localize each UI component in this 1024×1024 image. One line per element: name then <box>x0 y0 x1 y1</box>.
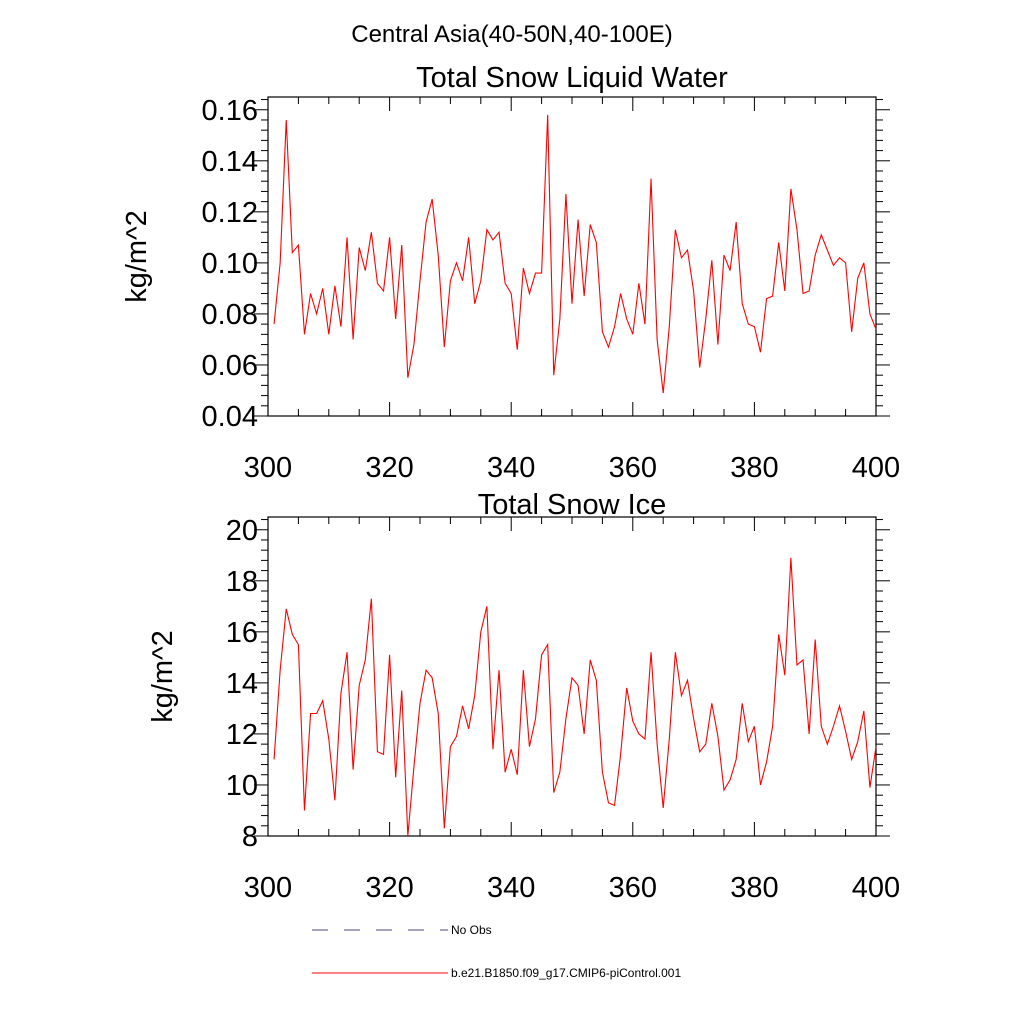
chart-panel-2: 300 320 340 360 380 400 8 10 12 14 16 18 20 Total Sno… <box>147 489 900 904</box>
plot-title: Total Snow Ice <box>478 489 667 521</box>
x-tick-label: 340 <box>487 872 535 904</box>
x-tick-label: 300 <box>244 452 292 484</box>
series-line <box>273 114 877 394</box>
x-tick-label: 400 <box>852 452 900 484</box>
y-tick-label: 0.16 <box>202 95 258 127</box>
plot-title: Total Snow Liquid Water <box>416 62 728 94</box>
y-axis-label: kg/m^2 <box>147 630 179 723</box>
y-axis-label: kg/m^2 <box>121 210 153 303</box>
x-tick-label: 360 <box>609 452 657 484</box>
plot-frame <box>267 96 877 417</box>
legend-label-no-obs: No Obs <box>451 923 492 937</box>
x-tick-label: 360 <box>609 872 657 904</box>
x-tick-label: 380 <box>730 872 778 904</box>
x-tick-label: 300 <box>244 872 292 904</box>
x-tick-label: 340 <box>487 452 535 484</box>
y-tick-label: 0.10 <box>202 248 258 280</box>
y-tick-label: 0.06 <box>202 350 258 382</box>
y-tick-label: 20 <box>226 515 258 547</box>
legend-label-model: b.e21.B1850.f09_g17.CMIP6-piControl.001 <box>451 966 681 980</box>
x-tick-label: 320 <box>365 452 413 484</box>
plot-frame <box>267 516 877 837</box>
y-tick-label: 0.08 <box>202 299 258 331</box>
figure-suptitle: Central Asia(40-50N,40-100E) <box>351 21 673 48</box>
y-tick-label: 10 <box>226 770 258 802</box>
y-tick-label: 8 <box>242 821 258 853</box>
y-tick-label: 14 <box>226 668 258 700</box>
x-tick-label: 380 <box>730 452 778 484</box>
y-tick-label: 18 <box>226 566 258 598</box>
x-tick-label: 400 <box>852 872 900 904</box>
legend: No Obs b.e21.B1850.f09_g17.CMIP6-piContr… <box>312 923 681 980</box>
series-line <box>273 557 877 837</box>
y-tick-label: 0.14 <box>202 146 258 178</box>
y-tick-label: 12 <box>226 719 258 751</box>
x-tick-label: 320 <box>365 872 413 904</box>
y-tick-label: 0.04 <box>202 401 258 433</box>
chart-panel-1: 300 320 340 360 380 400 0.04 0.06 0.08 0.10 0.12 0.… <box>121 62 900 484</box>
y-tick-label: 0.12 <box>202 197 258 229</box>
y-tick-label: 16 <box>226 617 258 649</box>
